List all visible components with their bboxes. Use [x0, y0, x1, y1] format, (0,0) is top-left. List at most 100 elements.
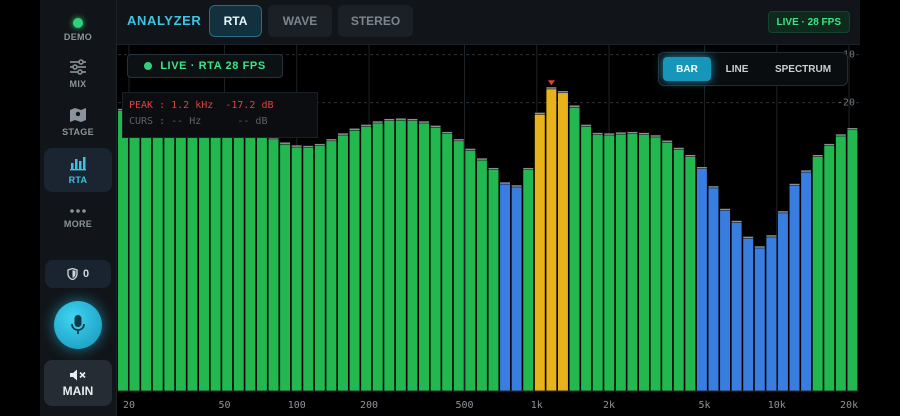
x-tick-label: 2k	[603, 400, 615, 411]
spectrum-bar	[152, 107, 163, 391]
x-tick-label: 500	[455, 400, 473, 411]
spectrum-bar	[442, 133, 453, 391]
main-mute-button[interactable]: MAIN	[44, 360, 112, 406]
spectrum-bar	[326, 141, 337, 391]
peak-hold-tick	[465, 148, 476, 151]
spectrum-bar	[696, 168, 707, 391]
spectrum-bar	[500, 184, 511, 391]
spectrum-bar	[835, 136, 846, 391]
mic-button[interactable]	[54, 301, 102, 349]
bar-chart-icon	[70, 157, 86, 171]
spectrum-bar	[581, 126, 592, 391]
x-tick-label: 50	[218, 400, 230, 411]
peak-hold-tick	[639, 132, 649, 135]
spectrum-bar	[743, 238, 754, 391]
spectrum-bar	[801, 172, 812, 391]
app-title: ANALYZER	[127, 13, 202, 28]
mode-line-button[interactable]: LINE	[725, 63, 749, 75]
peak-hold-tick	[720, 208, 731, 211]
sidebar: DEMO MIX STAGE RTA	[40, 0, 117, 416]
spectrum-bar	[569, 107, 580, 391]
mode-spectrum-button[interactable]: SPECTRUM	[774, 63, 832, 75]
live-rta-badge: LIVE · RTA 28 FPS	[127, 54, 283, 78]
peak-hold-tick	[280, 142, 291, 144]
peak-hold-tick	[326, 139, 337, 141]
sidebar-item-demo[interactable]: DEMO	[44, 8, 112, 52]
spectrum-bar	[199, 109, 210, 392]
spectrum-bar	[175, 106, 186, 391]
spectrum-bar	[557, 93, 568, 392]
sidebar-item-stage[interactable]: STAGE	[44, 100, 112, 144]
peak-hold-tick	[384, 118, 395, 121]
peak-hold-tick	[407, 118, 418, 121]
peak-hold-tick	[569, 105, 580, 107]
spectrum-bar	[546, 89, 557, 391]
spectrum-bar	[488, 169, 499, 391]
sidebar-item-more[interactable]: MORE	[44, 196, 112, 240]
peak-hold-tick	[592, 132, 603, 135]
spectrum-bar	[650, 137, 661, 391]
spectrum-bar	[789, 185, 800, 391]
spectrum-bar	[453, 141, 464, 391]
microphone-icon	[71, 315, 85, 334]
sidebar-item-label: MORE	[63, 219, 93, 229]
sidebar-item-label: DEMO	[63, 32, 93, 42]
peak-hold-tick	[476, 158, 487, 160]
peak-hold-tick	[430, 125, 441, 128]
spectrum-bar	[847, 130, 858, 391]
spectrum-bar	[673, 149, 684, 391]
live-rta-label: LIVE · RTA 28 FPS	[160, 60, 266, 72]
sidebar-item-rta[interactable]: RTA	[44, 148, 112, 192]
sidebar-item-label: MIX	[69, 79, 87, 89]
peak-hold-tick	[754, 246, 765, 248]
spectrum-bar	[615, 134, 626, 391]
sliders-icon	[70, 59, 86, 75]
peak-hold-tick	[801, 170, 812, 172]
x-tick-label: 5k	[699, 400, 711, 411]
spectrum-bar	[303, 147, 314, 391]
peak-hold-tick	[685, 154, 696, 157]
shield-badge[interactable]: 0	[45, 260, 111, 288]
sidebar-item-mix[interactable]: MIX	[44, 52, 112, 96]
spectrum-bar	[812, 156, 823, 391]
tab-stereo[interactable]: STEREO	[338, 5, 413, 37]
spectrum-bar	[222, 116, 233, 391]
y-tick-label: -20	[837, 98, 855, 109]
spectrum-bar	[210, 112, 221, 392]
live-dot-icon	[144, 62, 153, 70]
peak-hold-tick	[453, 139, 464, 141]
right-bezel	[860, 0, 900, 416]
mode-bar-button[interactable]: BAR	[663, 57, 711, 81]
peak-hold-tick	[314, 143, 325, 146]
peak-hold-tick	[303, 145, 314, 148]
spectrum-bar	[349, 130, 360, 391]
peak-marker-icon	[547, 80, 555, 86]
spectrum-bar	[523, 169, 534, 391]
peak-value: PEAK : 1.2 kHz -17.2 dB	[129, 100, 274, 111]
peak-hold-tick	[812, 154, 823, 157]
peak-hold-tick	[835, 134, 846, 136]
cursor-value: CURS : -- Hz -- dB	[129, 116, 268, 127]
shield-icon	[67, 268, 78, 280]
spectrum-bar	[419, 123, 430, 391]
peak-hold-tick	[777, 211, 788, 213]
peak-hold-tick	[557, 91, 568, 93]
spectrum-bar	[361, 126, 372, 391]
peak-hold-tick	[824, 143, 835, 146]
peak-hold-tick	[708, 186, 719, 188]
spectrum-bar	[465, 150, 476, 391]
peak-hold-tick	[743, 236, 754, 239]
sidebar-item-label: STAGE	[62, 127, 94, 137]
peak-hold-tick	[395, 118, 406, 120]
peak-hold-tick	[291, 145, 302, 147]
main-label: MAIN	[62, 384, 94, 398]
spectrum-bar	[118, 110, 128, 391]
peak-hold-tick	[419, 121, 430, 123]
peak-readout: PEAK : 1.2 kHz -17.2 dB CURS : -- Hz -- …	[122, 92, 318, 138]
spectrum-bar	[430, 127, 441, 392]
tab-rta[interactable]: RTA	[209, 5, 262, 37]
tab-wave[interactable]: WAVE	[268, 5, 332, 37]
spectrum-bar	[372, 123, 383, 391]
